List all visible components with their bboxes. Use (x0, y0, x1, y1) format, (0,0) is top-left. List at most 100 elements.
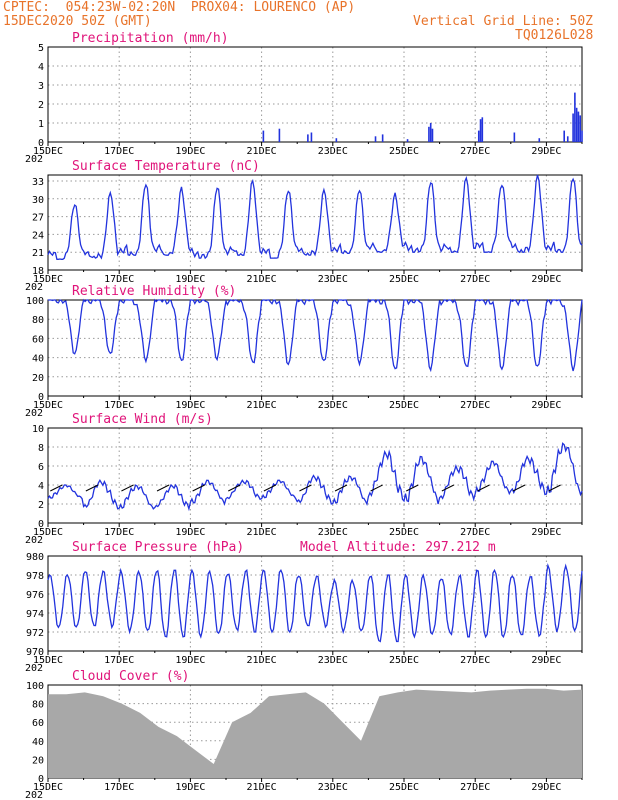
precip-bar (563, 130, 565, 142)
precip-bar (429, 123, 432, 142)
header-line-2: 15DEC2020 50Z (GMT) (3, 14, 152, 29)
x-tick-label: 17DEC (104, 400, 134, 411)
precip-bar (566, 136, 569, 142)
y-tick-label: 40 (32, 354, 44, 365)
wind-vector (228, 484, 241, 492)
x-tick-year: 202 (25, 535, 43, 546)
precip-bar (428, 126, 430, 142)
panel-title: Surface Pressure (hPa) (72, 540, 244, 555)
precip-bar (513, 132, 516, 142)
x-tick-label: 25DEC (389, 782, 419, 793)
x-tick-label: 29DEC (531, 527, 561, 538)
y-tick-label: 980 (26, 552, 44, 563)
precip-bar (431, 128, 434, 142)
precip-bar (575, 107, 578, 142)
wind-vector (370, 484, 383, 492)
panel-frame (47, 46, 583, 143)
y-tick-label: 80 (32, 315, 44, 326)
y-tick-label: 2 (38, 500, 44, 511)
x-tick-label: 27DEC (460, 274, 490, 285)
wind-vector (477, 484, 490, 492)
wind-vector (263, 484, 277, 492)
wind-vector (121, 484, 134, 492)
x-tick-label: 15DEC (33, 274, 63, 285)
x-tick-label: 19DEC (175, 274, 205, 285)
x-tick-label: 29DEC (531, 274, 561, 285)
precip-bar (538, 138, 541, 142)
precip-bar (581, 130, 583, 142)
x-tick-label: 23DEC (318, 655, 348, 666)
panel-frame (47, 427, 583, 524)
wind-vector (334, 484, 348, 492)
panel-frame (47, 299, 583, 397)
precip-bar (579, 115, 582, 142)
x-tick-label: 19DEC (175, 782, 205, 793)
x-tick-label: 21DEC (247, 274, 277, 285)
model-code: TQ0126L028 (515, 28, 594, 43)
y-tick-label: 30 (32, 195, 44, 206)
y-tick-label: 1 (38, 119, 44, 130)
y-tick-label: 974 (26, 609, 44, 620)
x-tick-label: 19DEC (175, 146, 205, 157)
y-tick-label: 8 (38, 443, 44, 454)
grid-note: Vertical Grid Line: 50Z (413, 14, 594, 29)
precip-bar (406, 139, 409, 142)
precip-bar (278, 128, 281, 142)
panel-precip: 0 1 2 3 4 5 15DEC 17DEC 19DEC 21DEC 23DEC 25DEC 27DE… (25, 31, 583, 165)
x-tick-label: 25DEC (389, 400, 419, 411)
x-tick-label: 23DEC (318, 400, 348, 411)
x-tick-label: 19DEC (175, 655, 205, 666)
x-tick-label: 17DEC (104, 146, 134, 157)
x-tick-label: 23DEC (318, 782, 348, 793)
y-tick-label: 0 (38, 392, 44, 403)
x-tick-label: 15DEC (33, 400, 63, 411)
wind-vector (406, 484, 419, 492)
x-tick-label: 27DEC (460, 655, 490, 666)
x-tick-label: 21DEC (247, 400, 277, 411)
y-tick-label: 60 (32, 718, 44, 729)
y-tick-label: 4 (38, 481, 44, 492)
x-tick-label: 21DEC (247, 146, 277, 157)
x-tick-label: 21DEC (247, 527, 277, 538)
y-tick-label: 60 (32, 334, 44, 345)
x-tick-label: 23DEC (318, 274, 348, 285)
wind-speed-line (47, 442, 583, 512)
y-tick-label: 40 (32, 737, 44, 748)
precip-bar (481, 117, 484, 142)
x-tick-label: 15DEC (33, 527, 63, 538)
y-tick-label: 976 (26, 590, 44, 601)
precip-bar (477, 130, 480, 142)
x-tick-label: 15DEC (33, 146, 63, 157)
y-tick-label: 4 (38, 62, 44, 73)
y-tick-label: 18 (32, 266, 44, 277)
x-tick-year: 202 (25, 154, 43, 165)
x-tick-label: 17DEC (104, 274, 134, 285)
x-tick-label: 23DEC (318, 527, 348, 538)
wind-vector (50, 484, 63, 492)
precip-bar (262, 130, 265, 142)
panel-frame (47, 555, 583, 652)
x-tick-year: 202 (25, 790, 43, 800)
wind-vector (192, 484, 205, 492)
precip-bar (479, 119, 482, 142)
y-tick-label: 21 (32, 248, 44, 259)
y-tick-label: 0 (38, 519, 44, 530)
precip-bar (381, 134, 384, 142)
panel-title: Relative Humidity (%) (72, 284, 236, 299)
x-tick-label: 27DEC (460, 400, 490, 411)
x-tick-year: 202 (25, 663, 43, 674)
panel-title: Cloud Cover (%) (72, 669, 189, 684)
y-tick-label: 0 (38, 138, 44, 149)
y-tick-label: 0 (38, 774, 44, 785)
wind-vector (156, 484, 170, 492)
wind-vector (548, 484, 561, 492)
wind-vector (299, 484, 312, 492)
x-tick-label: 15DEC (33, 655, 63, 666)
wind-vector (441, 484, 455, 492)
y-tick-label: 6 (38, 462, 44, 473)
x-tick-label: 27DEC (460, 527, 490, 538)
x-tick-label: 29DEC (531, 146, 561, 157)
temperature-line (47, 174, 583, 260)
precip-bar (374, 136, 377, 142)
x-tick-label: 25DEC (389, 146, 419, 157)
